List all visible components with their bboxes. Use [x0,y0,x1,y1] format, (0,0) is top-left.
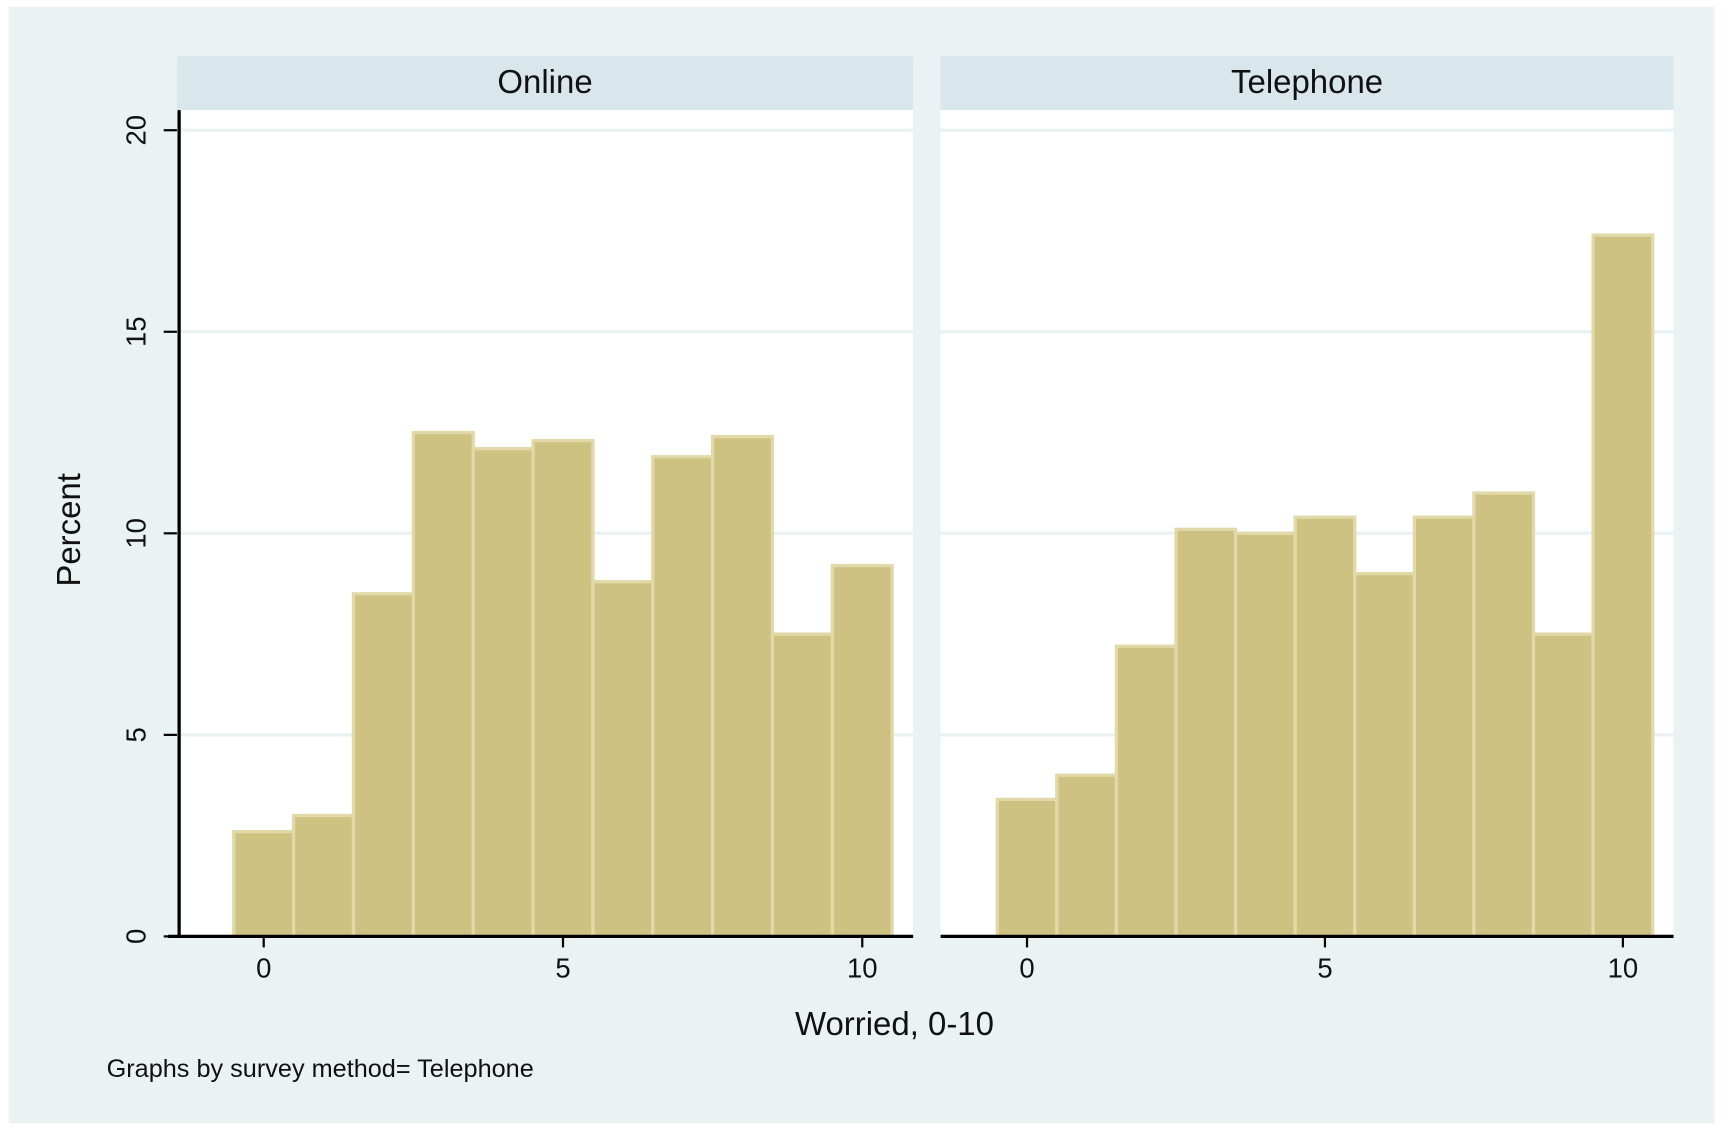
x-tick-label: 0 [256,953,271,984]
bar [471,447,535,939]
bar [1114,644,1178,939]
bar [830,563,894,939]
bar [1293,515,1357,939]
bar [770,632,834,939]
x-tick-label: 10 [1608,953,1639,984]
y-tick-label: 5 [121,727,152,742]
bar [710,434,775,939]
bar [651,455,715,939]
panel-title: Online [497,63,592,100]
bar [1531,632,1595,939]
x-tick-label: 5 [1317,953,1332,984]
x-tick-label: 10 [847,953,878,984]
bar [591,580,655,939]
y-tick-label: 0 [121,929,152,944]
x-tick-label: 0 [1019,953,1034,984]
y-tick-label: 10 [121,518,152,549]
bar [995,797,1059,939]
y-axis-label: Percent [50,473,87,587]
y-tick-label: 20 [121,115,152,146]
panel-title: Telephone [1231,63,1383,100]
note: Graphs by survey method= Telephone [107,1055,534,1083]
bar [1174,527,1238,939]
bar [232,829,296,939]
y-tick-label: 15 [121,316,152,347]
bar [411,430,475,939]
bar [291,813,356,939]
panel-header [940,56,1674,111]
bar [1055,773,1119,939]
bar [1591,233,1655,939]
bar [531,438,595,939]
bar [351,592,415,939]
x-axis-label: Worried, 0-10 [795,1005,994,1042]
bar [1353,571,1416,939]
x-tick-label: 5 [555,953,570,984]
bar [1472,491,1536,939]
bar [1412,515,1476,939]
panel-header [176,56,914,111]
bar [1233,531,1297,939]
